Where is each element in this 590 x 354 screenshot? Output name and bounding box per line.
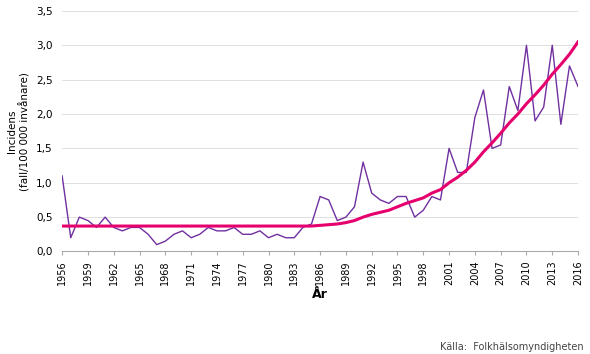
Incidens — [523, 43, 530, 47]
Incidens — [58, 174, 65, 178]
Trend — [239, 224, 246, 228]
Trend — [162, 224, 169, 228]
Incidens — [248, 232, 255, 236]
Incidens — [575, 84, 582, 88]
Line: Trend: Trend — [62, 42, 578, 226]
Text: Källa:  Folkhälsomyndigheten: Källa: Folkhälsomyndigheten — [441, 342, 584, 352]
Trend — [506, 121, 513, 125]
Trend — [179, 224, 186, 228]
Trend — [368, 212, 375, 217]
Incidens — [377, 198, 384, 202]
Y-axis label: Incidens
(fall/100 000 invånare): Incidens (fall/100 000 invånare) — [7, 72, 30, 191]
Trend — [58, 224, 65, 228]
Incidens — [171, 232, 178, 236]
Incidens — [153, 242, 160, 247]
Incidens — [342, 215, 349, 219]
X-axis label: År: År — [312, 288, 328, 301]
Line: Incidens: Incidens — [62, 45, 578, 245]
Trend — [334, 222, 341, 226]
Incidens — [188, 236, 195, 240]
Incidens — [514, 108, 522, 113]
Trend — [575, 40, 582, 44]
